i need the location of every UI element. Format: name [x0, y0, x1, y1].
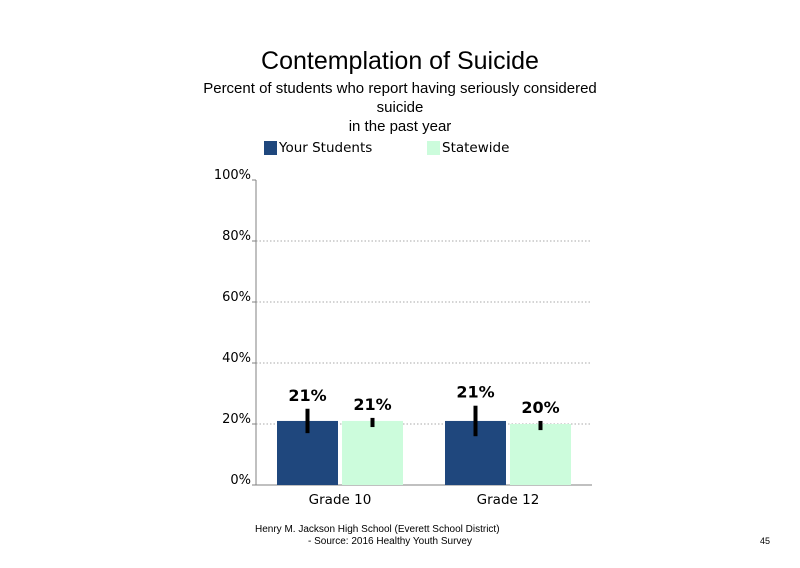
- subtitle-line: suicide: [376, 99, 424, 116]
- data-label-your-students: 21%: [456, 383, 494, 402]
- bar-statewide: [342, 420, 403, 485]
- subtitle-line: Percent of students who report having se…: [203, 80, 597, 97]
- x-category-label: Grade 10: [309, 492, 372, 508]
- y-tick-label: 80%: [222, 229, 251, 244]
- footer: Henry M. Jackson High School (Everett Sc…: [255, 524, 555, 548]
- legend-swatch-statewide: [427, 141, 440, 155]
- legend-label-your-students: Your Students: [279, 140, 373, 156]
- x-category-label: Grade 12: [477, 492, 540, 508]
- y-tick-label: 20%: [222, 412, 251, 427]
- legend-swatch-your-students: [264, 141, 277, 155]
- page-number: 45: [759, 536, 770, 546]
- footer-source: - Source: 2016 Healthy Youth Survey: [308, 536, 472, 547]
- data-label-your-students: 21%: [288, 386, 326, 405]
- subtitle-line: in the past year: [348, 118, 452, 135]
- y-tick-label: 0%: [230, 473, 251, 488]
- data-label-statewide: 20%: [521, 398, 559, 417]
- legend-label-statewide: Statewide: [442, 140, 510, 156]
- chart-title: Contemplation of Suicide: [261, 47, 539, 75]
- y-tick-label: 60%: [222, 290, 251, 305]
- bar-statewide: [510, 424, 571, 485]
- y-tick-label: 40%: [222, 351, 251, 366]
- footer-school: Henry M. Jackson High School (Everett Sc…: [255, 524, 500, 535]
- data-label-statewide: 21%: [353, 395, 391, 414]
- chart-subtitle: Percent of students who report having se…: [150, 79, 650, 136]
- y-tick-label: 100%: [214, 168, 251, 183]
